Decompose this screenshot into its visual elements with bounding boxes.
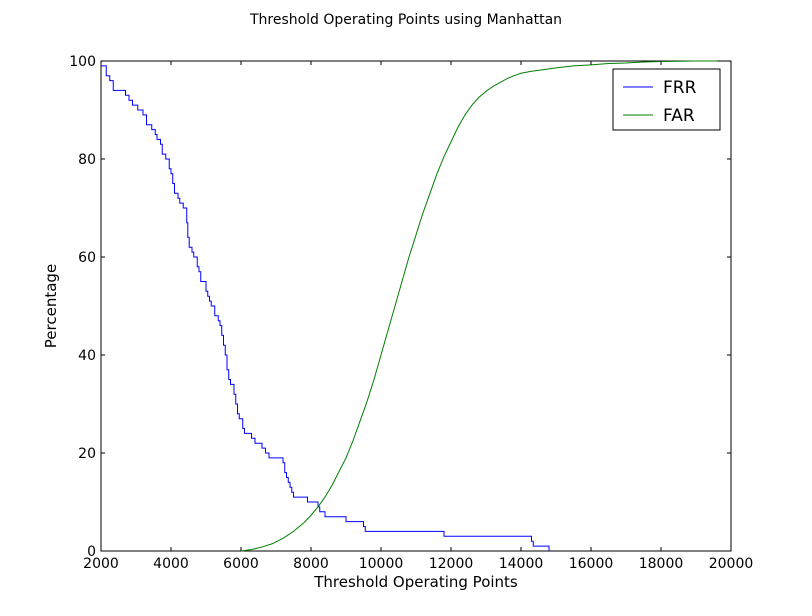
series-line-frr [101, 65, 550, 551]
x-tick-label: 18000 [639, 556, 684, 572]
x-tick-label: 20000 [709, 556, 754, 572]
legend-label-far: FAR [663, 106, 695, 126]
plot-area [100, 60, 732, 552]
y-tick-label: 80 [78, 152, 96, 168]
x-tick-label: 14000 [499, 556, 544, 572]
legend: FRR FAR [612, 68, 721, 131]
x-tick-label: 12000 [429, 556, 474, 572]
x-tick-label: 2000 [83, 556, 119, 572]
legend-label-frr: FRR [663, 78, 697, 98]
x-tick-label: 4000 [153, 556, 189, 572]
y-tick-label: 60 [78, 250, 96, 266]
x-tick-label: 8000 [293, 556, 329, 572]
y-tick-label: 20 [78, 446, 96, 462]
y-tick-label: 40 [78, 348, 96, 364]
tick-layer: 2000 4000 6000 8000 10000 12000 14000 16000 1800… [69, 54, 753, 572]
x-tick-label: 6000 [223, 556, 259, 572]
legend-box [612, 68, 721, 131]
x-tick-label: 16000 [569, 556, 614, 572]
y-axis-label: Percentage [42, 264, 60, 348]
chart-title: Threshold Operating Points using Manhatt… [249, 12, 562, 28]
x-axis-label: Threshold Operating Points [313, 573, 518, 591]
series-layer [101, 60, 717, 552]
series-line-far [240, 60, 717, 552]
axes-frame [100, 60, 732, 552]
y-tick-label: 0 [87, 544, 96, 560]
x-tick-label: 10000 [359, 556, 404, 572]
y-tick-label: 100 [69, 54, 96, 70]
